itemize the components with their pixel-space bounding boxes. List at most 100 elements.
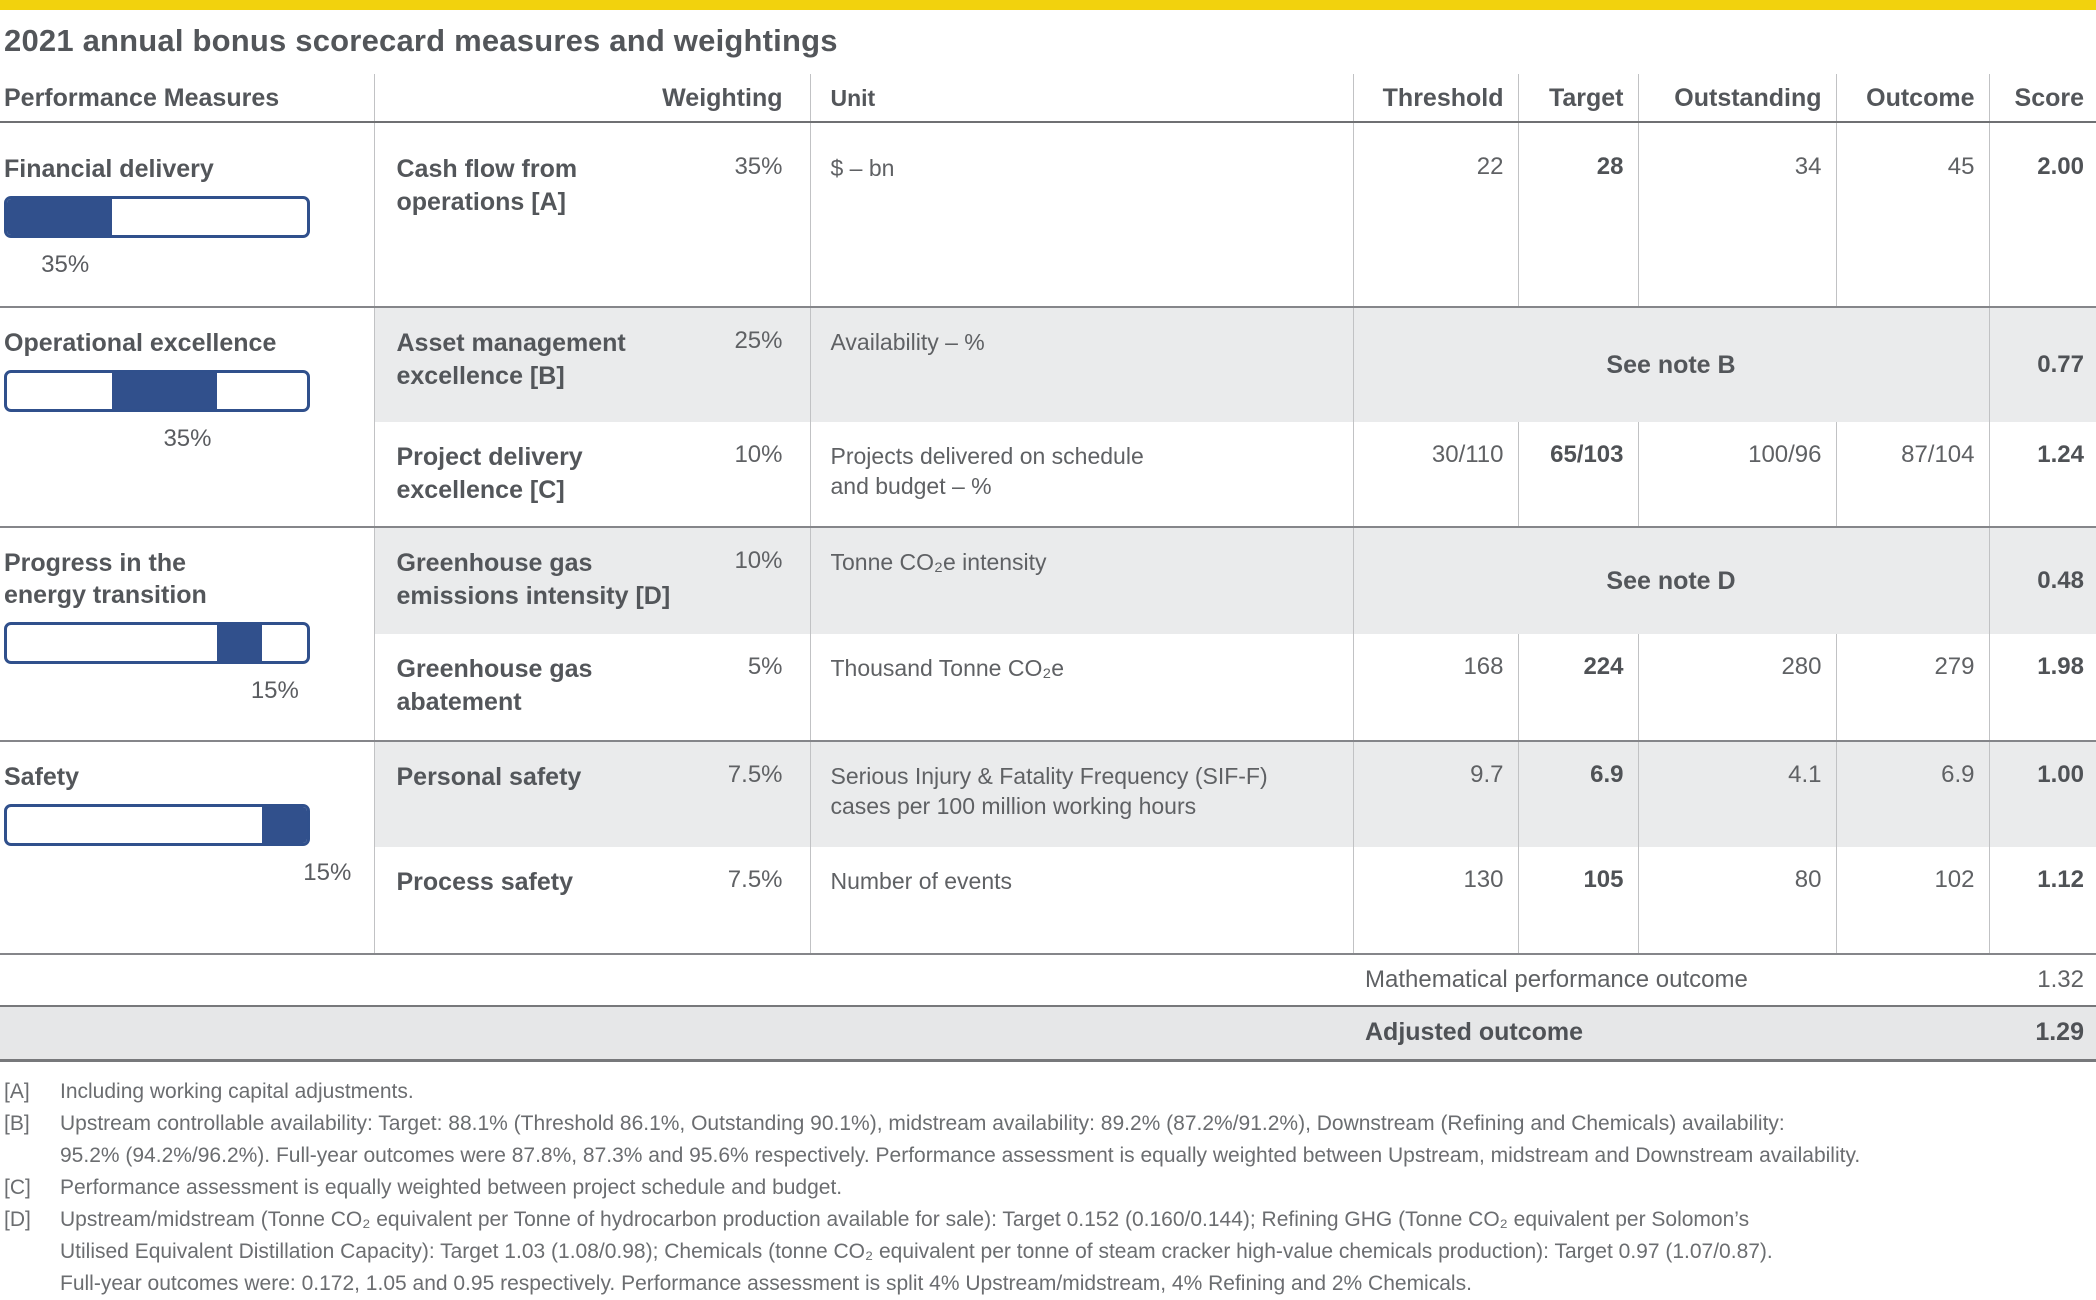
footnote-text: Upstream controllable availability: Targ… xyxy=(60,1111,1861,1167)
outcome-value: 45 xyxy=(1835,122,1989,307)
col-header-score: Score xyxy=(1988,74,2096,122)
weighting-value: 7.5% xyxy=(727,761,783,788)
col-header-weighting: Weighting xyxy=(373,74,810,122)
accent-bar xyxy=(0,0,2096,10)
header-row: Performance Measures Weighting Unit Thre… xyxy=(0,74,2096,122)
footnote-text: Including working capital adjustments. xyxy=(60,1079,414,1103)
col-header-target: Target xyxy=(1517,74,1638,122)
score-value: 1.00 xyxy=(1988,741,2096,847)
weighting-value: 35% xyxy=(734,153,783,180)
weight-bar xyxy=(4,196,310,238)
footnote-item: [B] Upstream controllable availability: … xyxy=(4,1108,2092,1172)
threshold-value: 9.7 xyxy=(1352,741,1518,847)
weight-bar-fill xyxy=(217,625,262,661)
group-safety: Safety 15% xyxy=(0,741,374,954)
measure-name: Asset management excellence [B] xyxy=(396,329,626,390)
weight-bar-label: 35% xyxy=(163,425,212,452)
unit-cell: Projects delivered on schedule and budge… xyxy=(809,422,1353,527)
summary-label: Mathematical performance outcome xyxy=(1365,966,1748,993)
score-value: 1.24 xyxy=(1988,422,2096,527)
weight-bar-fill xyxy=(7,199,112,235)
weight-bar-fill xyxy=(262,807,307,843)
outstanding-value: 80 xyxy=(1637,847,1836,954)
note-cell: See note B xyxy=(1352,307,1989,422)
target-value: 105 xyxy=(1517,847,1638,954)
summary-value: 1.29 xyxy=(1989,1006,2096,1060)
measure-name: Cash flow from operations [A] xyxy=(396,155,578,216)
weight-bar xyxy=(4,622,310,664)
measure-name: Greenhouse gas abatement xyxy=(396,655,593,716)
summary-row-adjusted: Adjusted outcome 1.29 xyxy=(0,1006,2096,1060)
weighting-value: 10% xyxy=(734,441,783,468)
table-row: Progress in the energy transition 15% Gr… xyxy=(0,527,2096,704)
unit-cell: Thousand Tonne CO₂e xyxy=(809,634,1353,741)
unit-cell: Tonne CO₂e intensity xyxy=(809,527,1353,634)
measure-name: Project delivery excellence [C] xyxy=(396,443,583,504)
footnote-item: [A] Including working capital adjustment… xyxy=(4,1076,2092,1108)
group-financial-delivery: Financial delivery 35% xyxy=(0,122,374,307)
table-row: Safety 15% Personal safety 7.5% Serious … xyxy=(0,741,2096,886)
page-title: 2021 annual bonus scorecard measures and… xyxy=(4,23,838,58)
unit-cell: $ – bn xyxy=(809,122,1353,307)
weight-bar xyxy=(4,804,310,846)
measure-name: Personal safety xyxy=(396,763,582,791)
outcome-value: 102 xyxy=(1835,847,1989,954)
score-value: 0.77 xyxy=(1988,307,2096,422)
table-row: Process safety 7.5% Number of events 130… xyxy=(0,847,2096,954)
measure-name: Greenhouse gas emissions intensity [D] xyxy=(396,549,671,610)
col-header-threshold: Threshold xyxy=(1352,74,1518,122)
score-value: 1.98 xyxy=(1988,634,2096,741)
group-name: Operational excellence xyxy=(4,329,277,357)
weight-bar-label: 35% xyxy=(41,251,90,278)
col-header-unit: Unit xyxy=(809,74,1353,122)
outcome-value: 6.9 xyxy=(1835,741,1989,847)
table-row: Greenhouse gas abatement 5% Thousand Ton… xyxy=(0,634,2096,741)
score-value: 2.00 xyxy=(1988,122,2096,307)
group-energy-transition: Progress in the energy transition 15% xyxy=(0,527,374,741)
weight-bar-label: 15% xyxy=(250,677,299,704)
threshold-value: 22 xyxy=(1352,122,1518,307)
weight-bar xyxy=(4,370,310,412)
measure-name: Process safety xyxy=(396,868,574,896)
score-value: 1.12 xyxy=(1988,847,2096,954)
score-value: 0.48 xyxy=(1988,527,2096,634)
footnote-text: Upstream/midstream (Tonne CO₂ equivalent… xyxy=(60,1207,1773,1295)
col-header-outstanding: Outstanding xyxy=(1637,74,1836,122)
footnote-marker: [B] xyxy=(4,1111,30,1135)
col-header-performance-measures: Performance Measures xyxy=(4,84,280,112)
outcome-value: 279 xyxy=(1835,634,1989,741)
table-row: Financial delivery 35% Cash flow from op… xyxy=(0,122,2096,307)
footnote-text: Performance assessment is equally weight… xyxy=(60,1175,843,1199)
outstanding-value: 4.1 xyxy=(1637,741,1836,847)
unit-cell: Availability – % xyxy=(809,307,1353,422)
group-name: Progress in the energy transition xyxy=(4,549,207,609)
weighting-value: 25% xyxy=(734,327,783,354)
weighting-value: 10% xyxy=(734,547,783,574)
note-cell: See note D xyxy=(1352,527,1989,634)
group-operational-excellence: Operational excellence 35% xyxy=(0,307,374,527)
footnote-item: [D] Upstream/midstream (Tonne CO₂ equiva… xyxy=(4,1204,2092,1300)
col-header-outcome: Outcome xyxy=(1835,74,1989,122)
outstanding-value: 100/96 xyxy=(1637,422,1836,527)
table-row: Project delivery excellence [C] 10% Proj… xyxy=(0,422,2096,527)
footnote-item: [C] Performance assessment is equally we… xyxy=(4,1172,2092,1204)
weighting-value: 5% xyxy=(747,653,783,680)
target-value: 28 xyxy=(1517,122,1638,307)
summary-row-mathematical: Mathematical performance outcome 1.32 xyxy=(0,954,2096,1006)
footnote-marker: [A] xyxy=(4,1079,30,1103)
footnote-marker: [C] xyxy=(4,1175,31,1199)
target-value: 224 xyxy=(1517,634,1638,741)
unit-cell: Number of events xyxy=(809,847,1353,954)
threshold-value: 30/110 xyxy=(1352,422,1518,527)
group-name: Safety xyxy=(4,763,80,791)
weight-bar-fill xyxy=(112,373,217,409)
threshold-value: 130 xyxy=(1352,847,1518,954)
summary-label: Adjusted outcome xyxy=(1353,1006,1989,1060)
weighting-value: 7.5% xyxy=(727,866,783,893)
weight-bar-label: 15% xyxy=(303,859,352,886)
footnote-marker: [D] xyxy=(4,1207,31,1231)
outstanding-value: 34 xyxy=(1637,122,1836,307)
table-row: Operational excellence 35% Asset managem… xyxy=(0,307,2096,452)
footnotes: [A] Including working capital adjustment… xyxy=(0,1062,2096,1300)
outstanding-value: 280 xyxy=(1637,634,1836,741)
